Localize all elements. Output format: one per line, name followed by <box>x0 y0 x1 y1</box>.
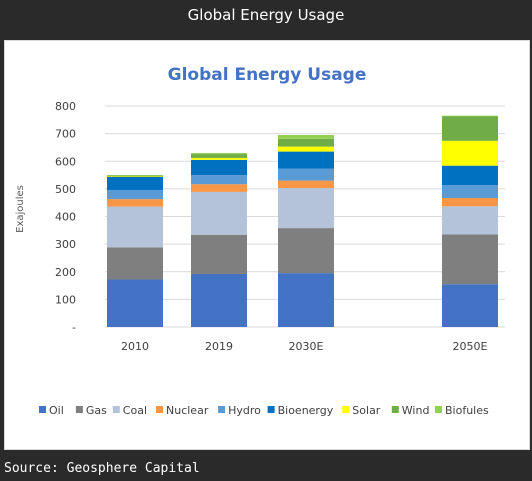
legend-swatch-biofules <box>435 406 442 413</box>
legend-label-coal: Coal <box>123 404 147 417</box>
bar-segment-biofules-2019 <box>191 152 247 155</box>
y-tick-label: - <box>72 321 76 334</box>
bar-segment-oil-2019 <box>191 273 247 327</box>
bar-segment-hydro-2030e <box>278 168 334 181</box>
legend-label-oil: Oil <box>49 404 64 417</box>
y-tick-label: 700 <box>55 128 76 141</box>
legend-label-bioenergy: Bioenergy <box>278 404 334 417</box>
y-tick-label: 100 <box>55 293 76 306</box>
bar-segment-hydro-2019 <box>191 175 247 185</box>
legend-swatch-hydro <box>218 406 226 413</box>
bar-segment-oil-2030e <box>278 273 334 327</box>
source-caption: Source: Geosphere Capital <box>4 461 200 476</box>
bar-segment-bioenergy-2050e <box>442 165 498 186</box>
bar-segment-solar-2030e <box>278 146 334 152</box>
bar-segment-hydro-2050e <box>442 185 498 198</box>
y-tick-label: 600 <box>55 155 76 168</box>
bar-segment-gas-2010 <box>107 247 163 280</box>
legend-label-wind: Wind <box>402 404 430 417</box>
legend-swatch-bioenergy <box>267 406 275 413</box>
bar-segment-hydro-2010 <box>107 189 163 200</box>
legend-swatch-wind <box>391 406 399 413</box>
legend: Oil Gas Coal Nuclear Hydro Bioenergy Solar Wind… <box>39 404 489 417</box>
x-tick-label: 2050E <box>453 340 488 353</box>
bar-segment-wind-2030e <box>278 138 334 147</box>
bar-segment-nuclear-2030e <box>278 180 334 189</box>
bar-segment-wind-2050e <box>442 116 498 141</box>
y-axis-label: Exajoules <box>15 185 26 233</box>
legend-label-biofules: Biofules <box>445 404 489 417</box>
bar-segment-solar-2050e <box>442 140 498 166</box>
y-tick-label: 200 <box>55 266 76 279</box>
bars <box>107 115 498 327</box>
bar-segment-solar-2010 <box>107 176 163 177</box>
bar-segment-wind-2019 <box>191 154 247 158</box>
bar-segment-biofules-2050e <box>442 115 498 117</box>
y-tick-label: 500 <box>55 183 76 196</box>
bar-segment-bioenergy-2010 <box>107 176 163 190</box>
bar-segment-coal-2030e <box>278 188 334 229</box>
legend-label-hydro: Hydro <box>228 404 261 417</box>
legend-label-nuclear: Nuclear <box>166 404 209 417</box>
x-axis-ticks: 2010 2019 2030E 2050E <box>121 340 488 353</box>
legend-swatch-oil <box>39 406 46 413</box>
header-title: Global Energy Usage <box>187 6 345 24</box>
legend-swatch-gas <box>75 406 83 413</box>
y-tick-label: 300 <box>55 238 76 251</box>
legend-swatch-solar <box>342 406 350 413</box>
y-tick-label: 400 <box>55 211 76 224</box>
bar-segment-gas-2030e <box>278 228 334 274</box>
bar-segment-nuclear-2050e <box>442 197 498 207</box>
legend-swatch-nuclear <box>156 406 163 413</box>
bar-segment-nuclear-2010 <box>107 199 163 207</box>
bar-segment-bioenergy-2019 <box>191 159 247 176</box>
y-axis-ticks: - 100 200 300 400 500 600 700 800 <box>55 100 76 334</box>
x-tick-label: 2019 <box>205 340 233 353</box>
bar-segment-wind-2010 <box>107 175 163 177</box>
chart-panel: Global Energy Usage Exajoules - 100 200 300… <box>4 40 530 450</box>
bar-segment-oil-2050e <box>442 284 498 327</box>
legend-label-solar: Solar <box>352 404 381 417</box>
bar-segment-coal-2010 <box>107 206 163 248</box>
bar-segment-coal-2050e <box>442 206 498 235</box>
bar-segment-nuclear-2019 <box>191 184 247 192</box>
bar-segment-gas-2019 <box>191 234 247 274</box>
bar-segment-solar-2019 <box>191 157 247 160</box>
legend-label-gas: Gas <box>86 404 107 417</box>
chart-title: Global Energy Usage <box>168 65 367 85</box>
y-tick-label: 800 <box>55 100 76 113</box>
x-tick-label: 2030E <box>289 340 324 353</box>
bar-segment-gas-2050e <box>442 234 498 285</box>
legend-swatch-coal <box>112 406 120 413</box>
stacked-bar-chart: Global Energy Usage Exajoules - 100 200 300… <box>15 65 505 417</box>
bar-segment-biofules-2030e <box>278 135 334 139</box>
bar-segment-oil-2010 <box>107 279 163 327</box>
x-tick-label: 2010 <box>121 340 149 353</box>
bar-segment-bioenergy-2030e <box>278 151 334 169</box>
bar-segment-coal-2019 <box>191 191 247 235</box>
